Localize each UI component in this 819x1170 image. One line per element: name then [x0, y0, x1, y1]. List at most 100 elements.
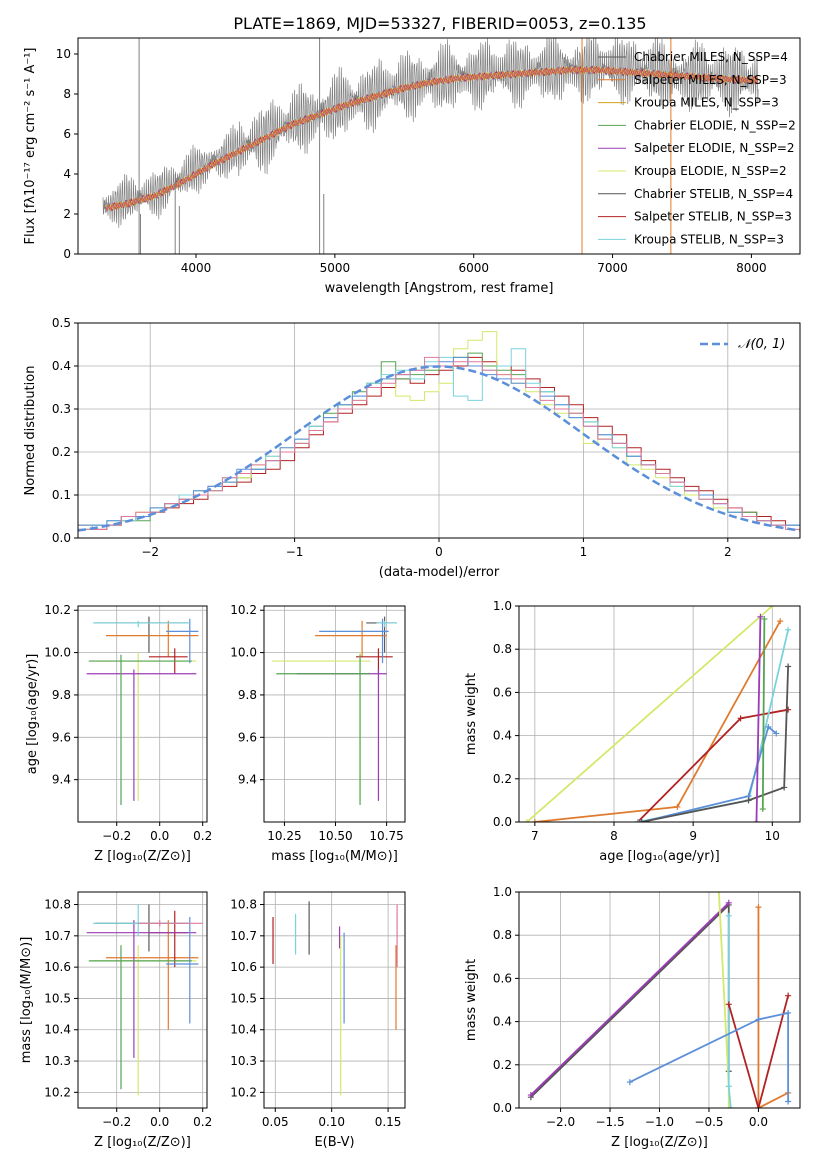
mass-weight-marker	[757, 613, 764, 620]
x-tick-label: 0.2	[193, 1115, 212, 1129]
errorbar-point	[105, 920, 199, 1030]
mass-weight-marker	[755, 1105, 762, 1108]
y-tick-label: 6	[63, 127, 71, 141]
figure-title: PLATE=1869, MJD=53327, FIBERID=0053, z=0…	[233, 14, 646, 33]
x-tick-label: 2	[724, 545, 732, 559]
x-axis-label: wavelength [Angstrom, rest frame]	[325, 281, 554, 296]
errorbar-point	[166, 618, 199, 664]
legend-label: Salpeter STELIB, N_SSP=3	[634, 210, 792, 224]
y-tick-label: 0.0	[493, 815, 512, 829]
axes-frame	[77, 891, 208, 1109]
y-tick-label: 4	[63, 167, 71, 181]
x-tick-label: −2	[141, 545, 159, 559]
y-tick-label: 10.3	[44, 1054, 71, 1068]
mass-weight-marker	[759, 806, 766, 813]
Z-age-panel-plot	[86, 616, 199, 806]
errorbar-point	[166, 917, 199, 1024]
mass-weight-series	[534, 620, 781, 822]
x-tick-label: 8000	[736, 261, 767, 275]
y-axis-label: mass [log₁₀(M/M⊙)]	[19, 937, 34, 1064]
histogram-legend: 𝒩(0, 1)	[700, 337, 785, 352]
errorbar-point	[95, 904, 188, 952]
mass-age-panel: 10.25 10.50 10.75 9.4 9.6 9.8 10.0 10.2 mass [lo…	[230, 603, 406, 864]
y-axis-label: mass weight	[464, 673, 479, 755]
EBV-mass-panel-plot	[272, 901, 398, 1096]
histogram-panel: −2 −1 0 1 2 0.0 0.1 0.2 0.3 0.4 0.5 (data-model)/er…	[23, 316, 801, 580]
mass-weight-marker	[634, 819, 641, 822]
y-tick-label: 10.8	[44, 898, 71, 912]
mass-weight-marker	[785, 663, 792, 670]
errorbar-point	[95, 616, 188, 653]
y-tick-label: 9.6	[52, 730, 71, 744]
x-tick-label: 7000	[597, 261, 628, 275]
model-spectrum	[105, 65, 759, 212]
y-tick-label: 0.8	[493, 642, 512, 656]
errorbar-point	[276, 654, 371, 806]
x-tick-label: −0.5	[694, 1115, 723, 1129]
spectrum-panel-plot	[102, 38, 759, 254]
age-massweight-panel-plot	[523, 606, 792, 822]
x-tick-label: 0	[435, 545, 443, 559]
mass-weight-marker	[638, 819, 645, 822]
errorbar-point	[86, 669, 197, 801]
x-tick-label: 5000	[320, 261, 351, 275]
y-tick-label: 0.0	[52, 531, 71, 545]
y-tick-label: 9.6	[238, 730, 257, 744]
errorbar-point	[272, 652, 371, 801]
legend-label: Salpeter MILES, N_SSP=3	[634, 73, 787, 87]
legend-label: Kroupa ELODIE, N_SSP=2	[634, 164, 787, 178]
mass-weight-marker	[753, 819, 760, 822]
y-tick-label: 10.5	[44, 991, 71, 1005]
x-tick-label: 10	[765, 829, 780, 843]
mass-weight-marker	[769, 606, 776, 609]
y-tick-label: 10.8	[230, 898, 257, 912]
y-tick-label: 0.8	[493, 928, 512, 942]
mass-weight-marker	[725, 1001, 732, 1008]
mass-weight-marker	[674, 803, 681, 810]
x-axis-label: E(B-V)	[314, 1135, 354, 1150]
gaussian-curve	[78, 365, 800, 532]
mass-weight-marker	[531, 819, 538, 822]
legend-label: Salpeter ELODIE, N_SSP=2	[634, 141, 795, 155]
errorbar-point	[90, 945, 197, 1096]
mass-weight-series	[717, 892, 730, 1108]
Z-massweight-panel-plot	[527, 892, 792, 1108]
y-tick-label: 0.3	[52, 402, 71, 416]
errorbar-point	[86, 920, 197, 1058]
age-massweight-panel: 7 8 9 10 0.0 0.2 0.4 0.6 0.8 1.0 age [log₁₀(age/yr…	[464, 599, 801, 864]
errorbar-point	[376, 620, 397, 628]
y-tick-label: 10.0	[230, 646, 257, 660]
legend-label: Chabrier STELIB, N_SSP=4	[634, 187, 793, 201]
mass-weight-series	[727, 995, 789, 1108]
spectrum-legend: Chabrier MILES, N_SSP=4 Salpeter MILES, N…	[598, 50, 796, 246]
mass-weight-marker	[725, 1083, 732, 1090]
mass-weight-series	[641, 666, 790, 822]
errorbar-point	[90, 652, 197, 801]
y-tick-label: 0.2	[493, 1058, 512, 1072]
legend-label: 𝒩(0, 1)	[738, 337, 785, 352]
errorbar-point	[296, 669, 387, 801]
mass-weight-marker	[773, 730, 780, 737]
y-tick-label: 10	[56, 47, 71, 61]
y-tick-label: 10.0	[44, 646, 71, 660]
Z-mass-panel-plot	[86, 904, 203, 1096]
x-tick-label: 0.0	[749, 1115, 768, 1129]
y-tick-label: 0.4	[52, 359, 71, 373]
y-tick-label: 8	[63, 87, 71, 101]
x-tick-label: 4000	[181, 261, 212, 275]
x-tick-label: −0.2	[102, 829, 131, 843]
axes-frame	[263, 605, 406, 823]
mass-weight-marker	[785, 1009, 792, 1016]
legend-label: Kroupa STELIB, N_SSP=3	[634, 232, 784, 246]
legend-label: Kroupa MILES, N_SSP=3	[634, 96, 779, 110]
histogram-panel-plot	[78, 331, 800, 538]
errorbar-point	[366, 616, 397, 653]
errorbar-point	[88, 654, 192, 806]
y-tick-label: 0	[63, 247, 71, 261]
y-tick-label: 1.0	[493, 885, 512, 899]
x-tick-label: 0.0	[150, 1115, 169, 1129]
x-tick-label: 10.50	[318, 829, 352, 843]
mass-weight-marker	[785, 626, 792, 633]
axes-frame	[77, 37, 801, 255]
x-tick-label: −1	[286, 545, 304, 559]
